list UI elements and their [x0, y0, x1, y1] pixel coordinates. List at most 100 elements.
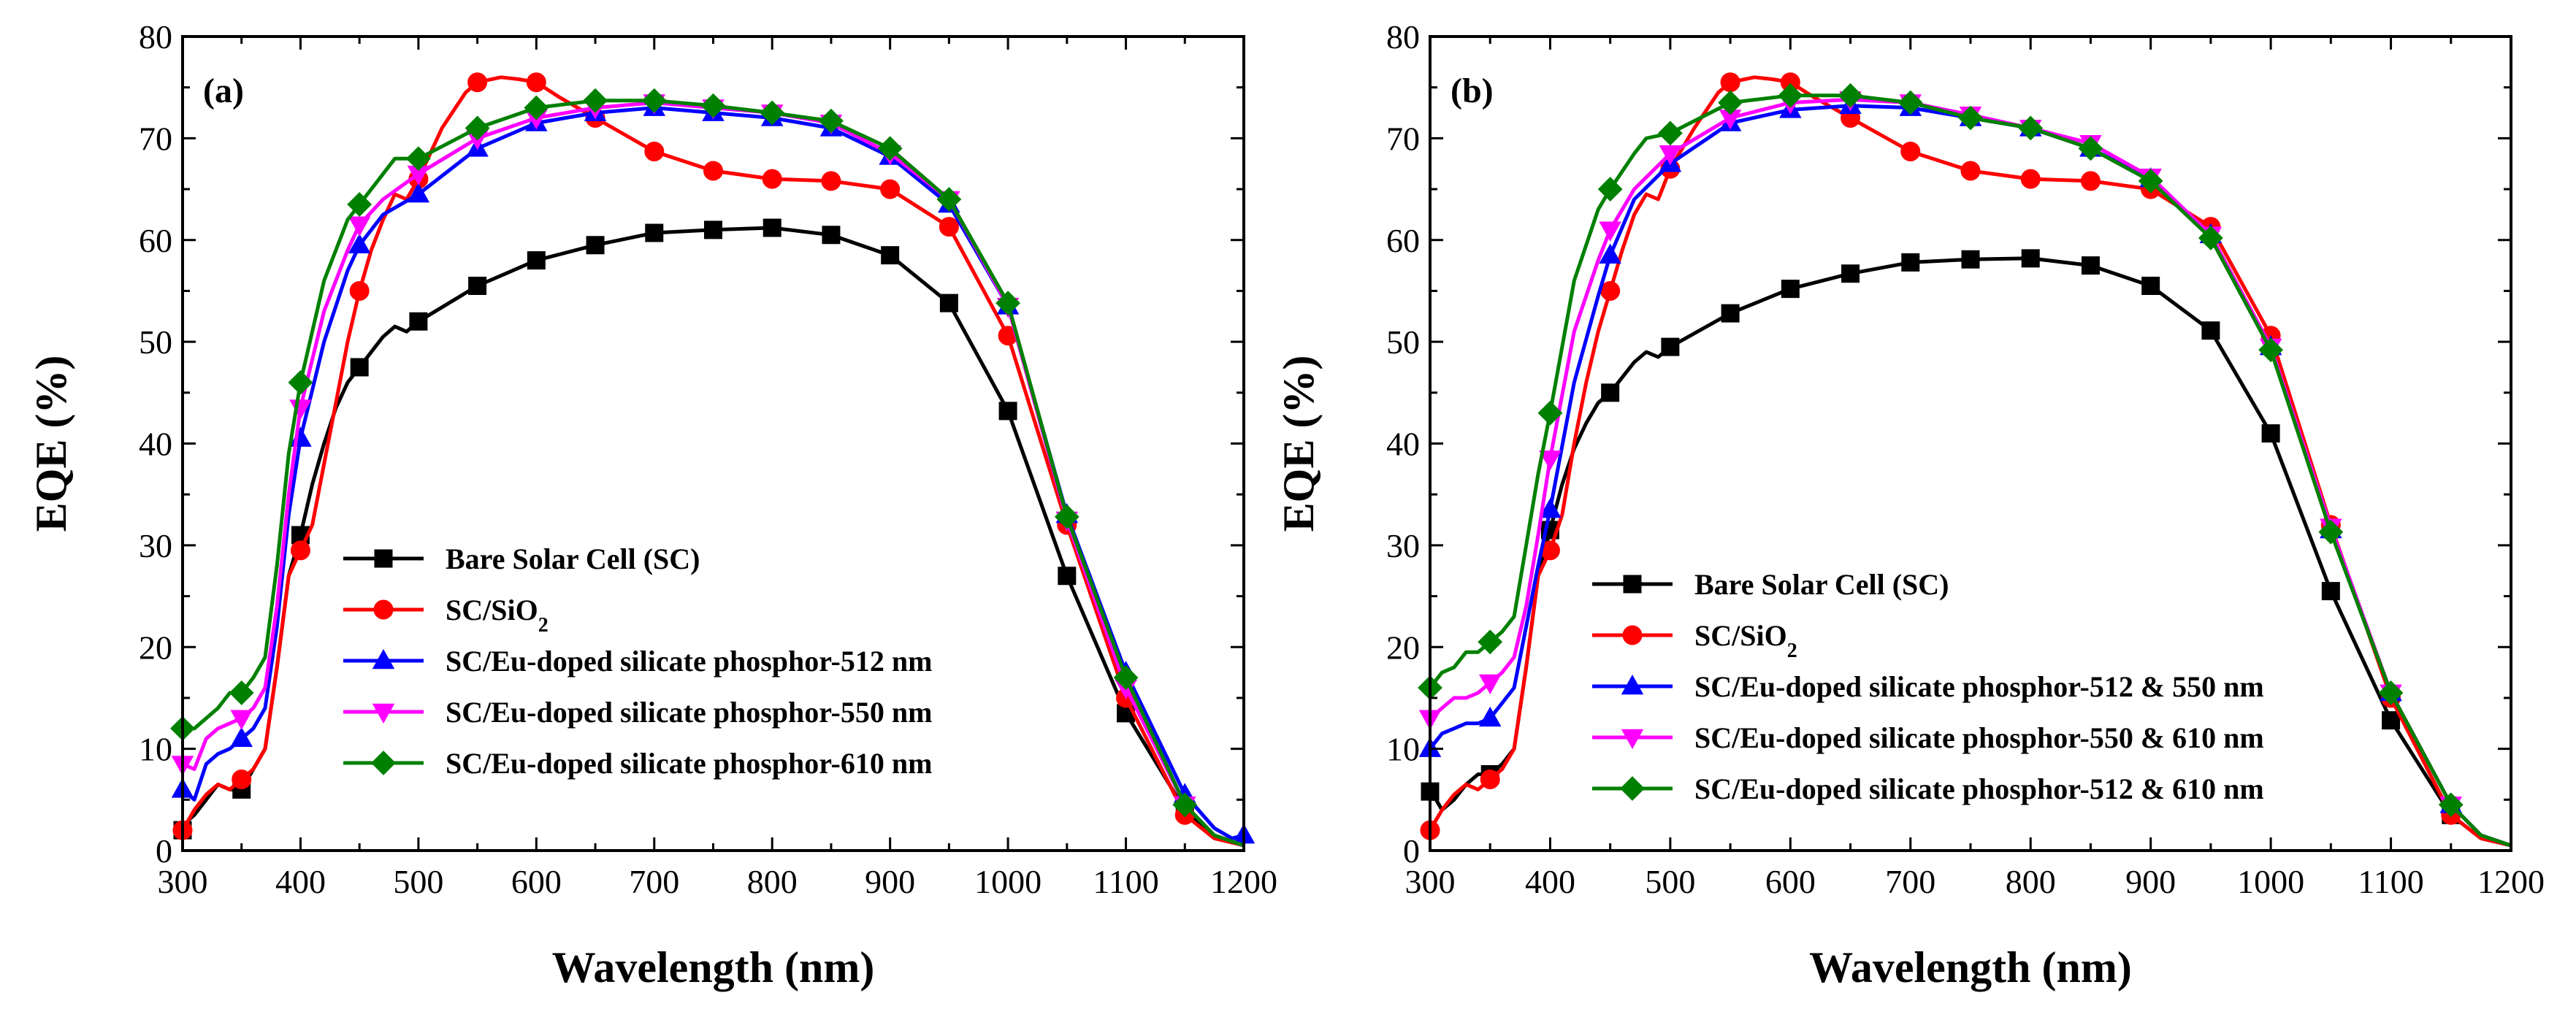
x-tick-label: 900 [2125, 863, 2176, 900]
data-point-4-14 [995, 291, 1021, 316]
x-tick-label: 300 [1405, 863, 1456, 900]
data-point-4-6 [524, 95, 549, 120]
data-point-0-11 [2081, 256, 2100, 275]
data-point-1-13 [939, 217, 959, 237]
x-tick-label: 400 [1525, 863, 1575, 900]
data-point-4-1 [229, 680, 254, 705]
legend-label-0: Bare Solar Cell (SC) [446, 542, 700, 575]
y-tick-label: 10 [139, 731, 172, 768]
data-point-1-10 [762, 169, 782, 189]
chart-panel-b: 300 400 500 600 700 800 900 1000 1100 1200 0 10 20 30… [1274, 18, 2545, 991]
legend-label-3: SC/Eu-doped silicate phosphor-550 & 610 … [1694, 721, 2264, 754]
data-point-4-9 [1958, 105, 1983, 131]
data-point-3-1 [230, 710, 253, 730]
data-point-4-9 [700, 93, 726, 118]
data-point-0-5 [468, 276, 487, 295]
data-point-2-3 [1599, 243, 1621, 264]
data-point-4-16 [2378, 680, 2404, 705]
data-point-4-17 [1172, 792, 1198, 818]
y-axis-title: EQE (%) [1274, 356, 1323, 532]
data-point-0-15 [1058, 567, 1077, 586]
x-tick-label: 600 [511, 863, 562, 900]
data-point-4-11 [819, 108, 844, 134]
data-point-1-9 [703, 161, 723, 181]
data-point-4-8 [641, 88, 667, 113]
data-point-4-7 [1838, 83, 1863, 108]
y-tick-label: 20 [139, 629, 172, 666]
data-point-1-2 [290, 540, 310, 561]
legend-marker-3 [372, 703, 395, 724]
panel-label: (b) [1451, 72, 1494, 110]
y-tick-label: 70 [139, 120, 172, 157]
series-line-1 [1430, 75, 2511, 848]
x-tick-label: 800 [747, 863, 798, 900]
data-point-4-6 [1778, 83, 1803, 108]
data-point-1-6 [526, 72, 546, 93]
series-markers-2 [171, 96, 1255, 844]
data-point-4-14 [2258, 337, 2284, 363]
data-point-0-12 [2141, 276, 2160, 295]
data-point-0-12 [881, 246, 900, 265]
data-point-0-10 [2021, 249, 2040, 268]
data-point-1-8 [644, 141, 665, 161]
data-point-4-2 [1537, 400, 1563, 426]
x-tick-label: 500 [1645, 863, 1695, 900]
x-tick-label: 600 [1765, 863, 1816, 900]
data-point-1-11 [821, 171, 841, 191]
legend-label-3: SC/Eu-doped silicate phosphor-550 nm [446, 696, 932, 729]
x-tick-label: 1200 [1210, 863, 1277, 900]
data-point-0-8 [645, 223, 664, 242]
data-point-4-12 [2138, 169, 2163, 193]
y-tick-label: 80 [1386, 18, 1420, 55]
legend-label-0: Bare Solar Cell (SC) [1694, 568, 1949, 601]
chart-panel-a: 300 400 500 600 700 800 900 1000 1100 1200 0 10 20 30… [27, 18, 1277, 991]
series-line-4 [183, 99, 1244, 848]
legend-label-4: SC/Eu-doped silicate phosphor-610 nm [446, 747, 932, 780]
data-point-0-6 [1781, 280, 1800, 299]
series-1 [1430, 75, 2511, 848]
legend-label-subscript: 2 [1787, 640, 1797, 662]
data-point-1-5 [1720, 72, 1740, 93]
data-point-3-4 [1659, 145, 1682, 166]
data-point-1-1 [232, 769, 252, 789]
data-point-0-5 [1721, 304, 1740, 323]
data-point-0-6 [527, 251, 546, 270]
x-tick-label: 800 [2006, 863, 2056, 900]
series-line-2 [183, 106, 1244, 840]
data-point-0-16 [2382, 711, 2401, 730]
data-point-4-13 [936, 187, 962, 212]
legend-label-1: SC/SiO2 [1694, 619, 1797, 662]
data-point-2-4 [407, 183, 430, 203]
data-point-4-7 [583, 88, 608, 113]
x-tick-label: 500 [393, 863, 443, 900]
data-point-4-5 [1718, 90, 1743, 115]
data-point-1-8 [1900, 141, 1921, 161]
data-point-3-1 [1478, 674, 1502, 695]
y-tick-label: 50 [1386, 323, 1420, 361]
data-point-1-9 [1960, 161, 1981, 181]
data-point-0-7 [586, 236, 605, 255]
series-3 [183, 101, 1244, 848]
legend-marker-2 [372, 648, 395, 670]
y-tick-label: 10 [1386, 731, 1420, 768]
series-line-0 [1430, 256, 2511, 848]
legend: Bare Solar Cell (SC) SC/SiO2 SC/Eu-doped s… [343, 542, 932, 780]
y-tick-label: 30 [1386, 527, 1420, 564]
x-axis-title: Wavelength (nm) [552, 943, 875, 991]
data-point-4-3 [347, 192, 372, 217]
legend-label-1: SC/SiO2 [446, 594, 549, 637]
y-tick-label: 0 [156, 832, 172, 870]
legend-marker-0 [1623, 575, 1642, 594]
data-point-0-11 [822, 226, 841, 245]
data-point-0-9 [704, 220, 722, 239]
panel-label: (a) [203, 72, 244, 110]
series-markers-0 [173, 218, 1194, 840]
data-point-4-4 [1657, 120, 1683, 146]
y-tick-label: 30 [139, 527, 172, 564]
x-tick-label: 1100 [1093, 863, 1158, 900]
x-tick-label: 1000 [2237, 863, 2304, 900]
series-markers-4 [170, 88, 1198, 818]
data-point-0-4 [1661, 337, 1680, 356]
